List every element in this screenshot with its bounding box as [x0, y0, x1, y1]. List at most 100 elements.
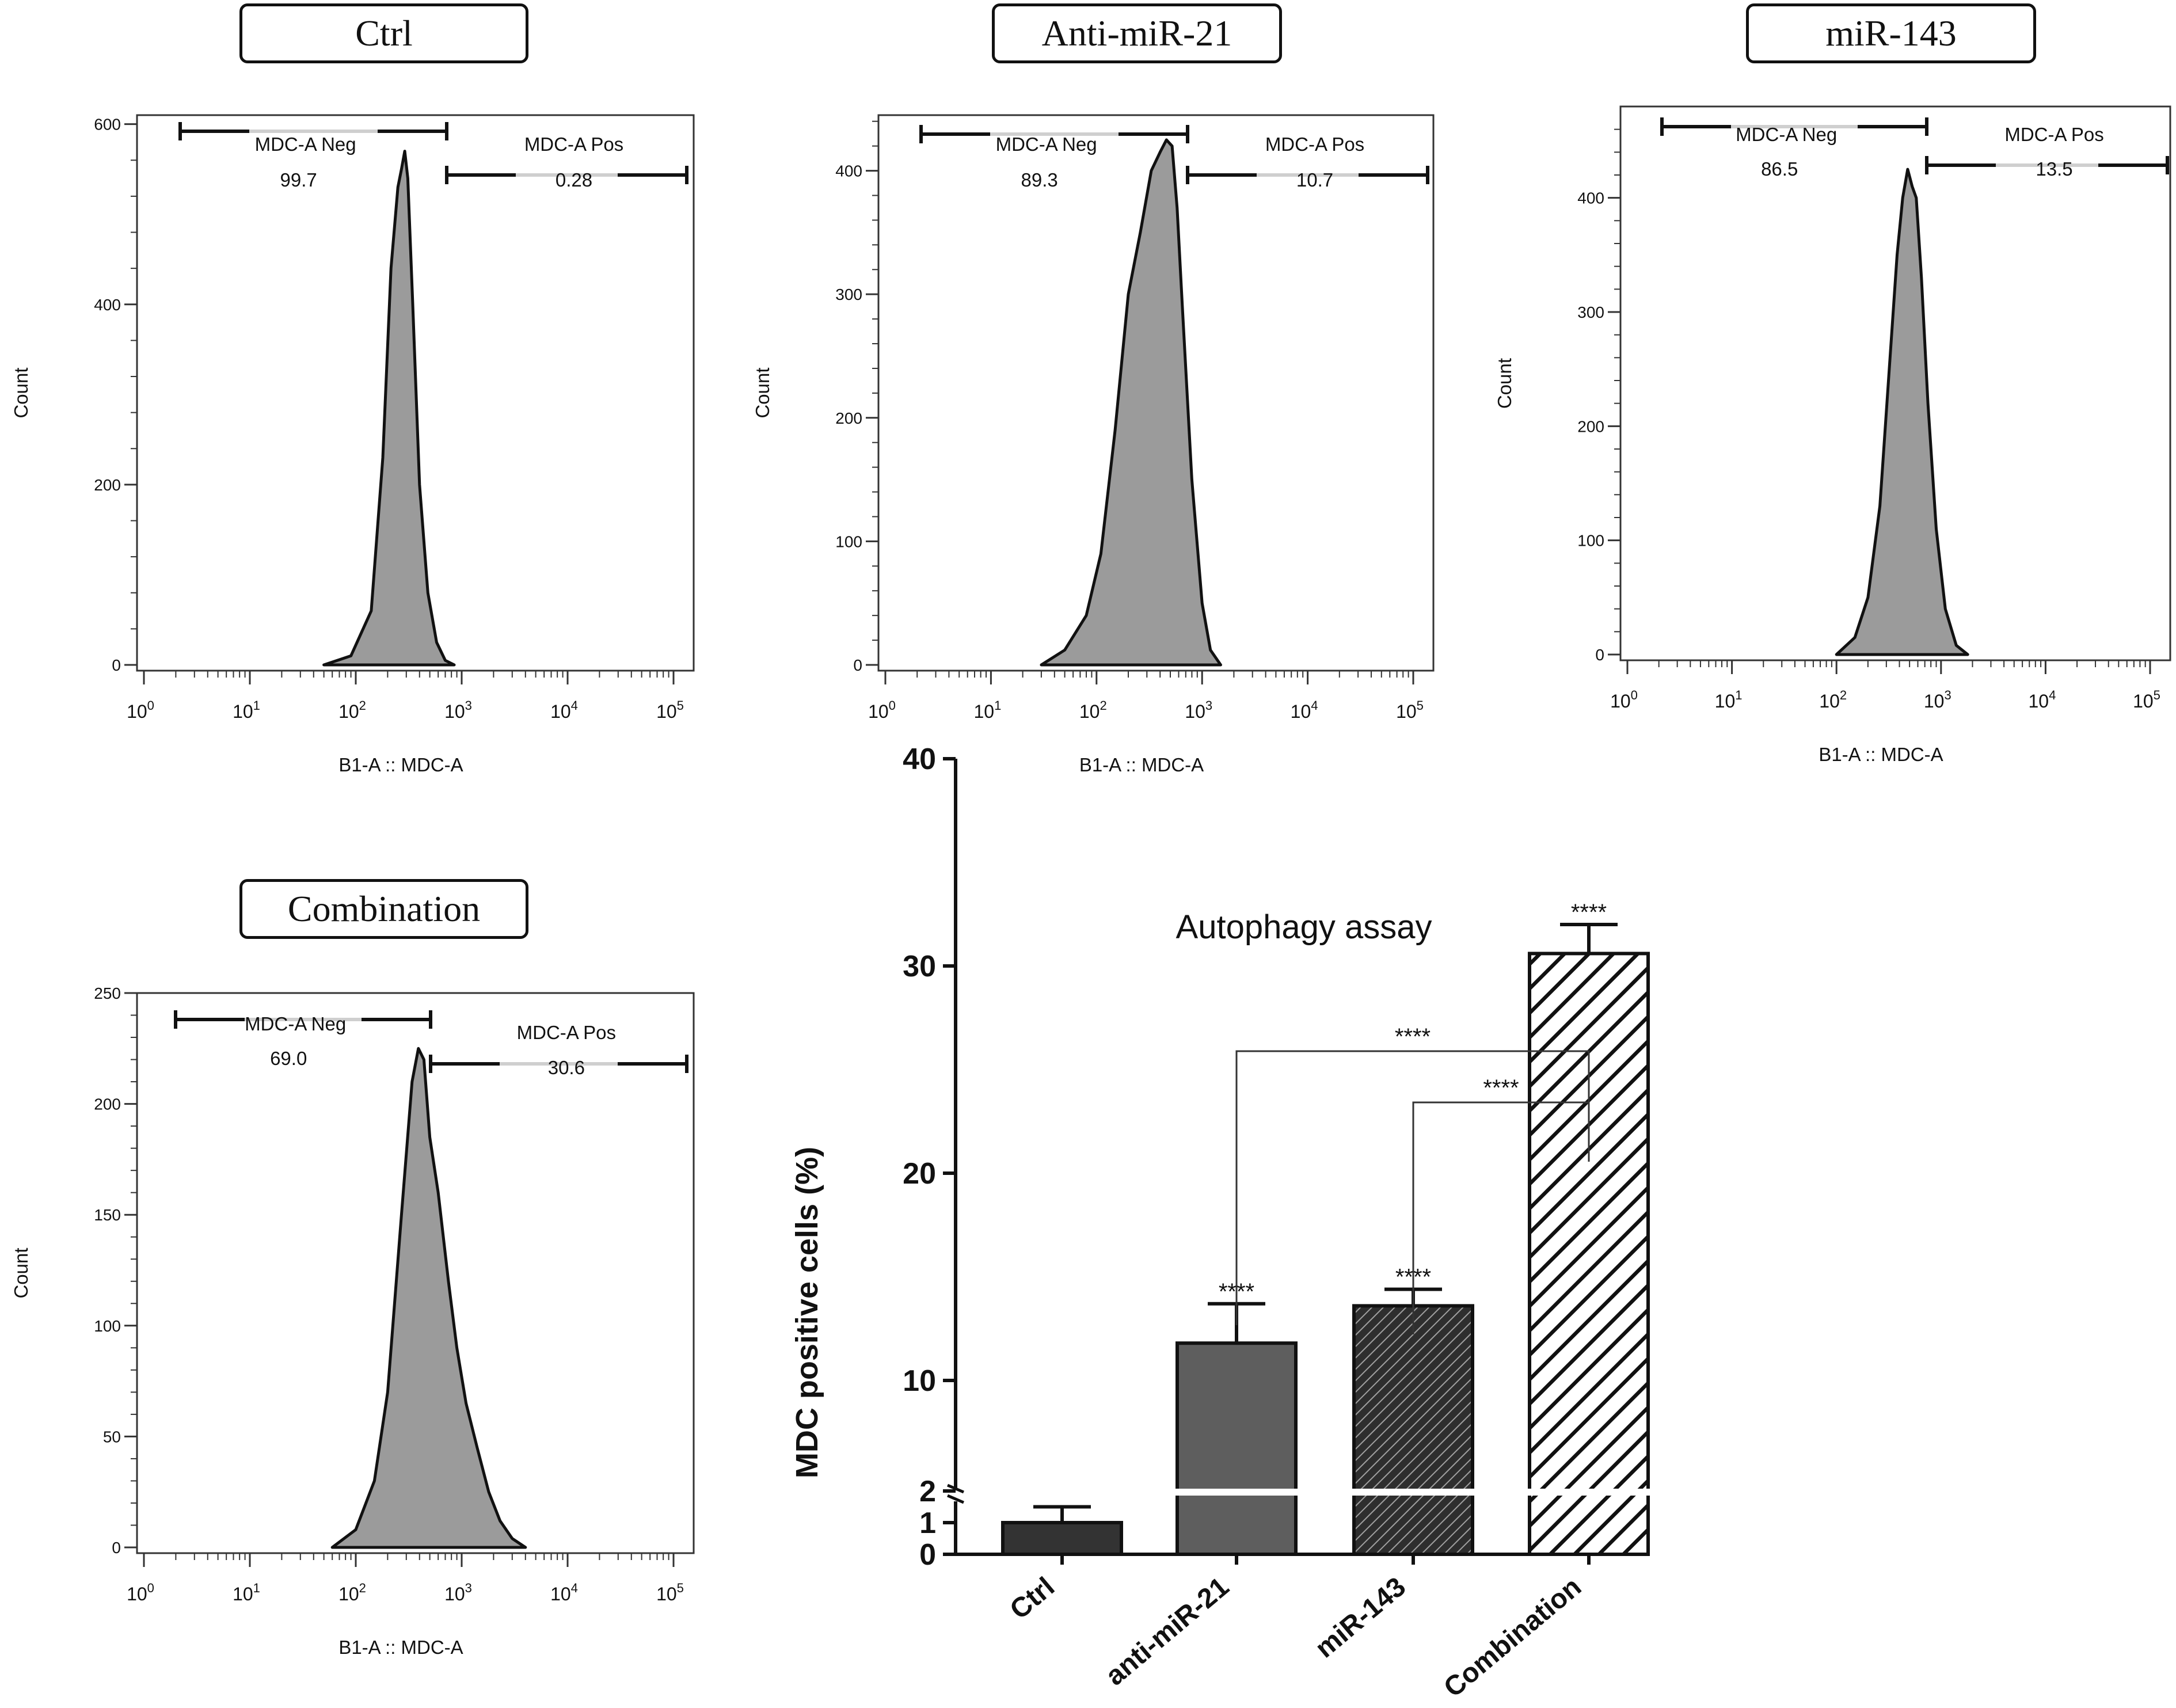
x-tick-label: 101 — [233, 1581, 260, 1604]
x-axis-label: B1-A :: MDC-A — [1819, 744, 1943, 765]
comparison-label: **** — [1483, 1075, 1519, 1101]
x-tick-label: 105 — [2133, 688, 2160, 712]
gate-label: MDC-A Neg — [255, 134, 356, 155]
plot-frame — [136, 992, 695, 1554]
plot-frame — [136, 114, 695, 672]
histogram-distribution — [330, 1047, 527, 1549]
gate-value: 99.7 — [280, 169, 317, 191]
gate-label: MDC-A Pos — [1265, 134, 1364, 155]
x-tick-label: 101 — [1715, 688, 1743, 712]
y-axis-label: Count — [10, 1247, 32, 1298]
y-tick-label: 400 — [94, 296, 121, 314]
y-tick-label: 40 — [903, 743, 936, 776]
histogram-distribution — [1040, 138, 1222, 667]
gate-label: MDC-A Neg — [1736, 124, 1837, 145]
x-tick-label: 104 — [550, 1581, 578, 1604]
y-axis-label: MDC positive cells (%) — [790, 1147, 824, 1478]
panel-title-ctrl: Ctrl — [239, 3, 528, 63]
y-tick-label: 50 — [103, 1428, 121, 1445]
bar-chart-panel: Autophagy assay 012 10 20 30 40 MDC positive c… — [790, 743, 1651, 1703]
gate-value: 10.7 — [1296, 169, 1333, 191]
histogram-distribution — [322, 150, 456, 667]
plot-frame — [1619, 105, 2171, 661]
y-tick-label: 200 — [94, 476, 121, 494]
x-tick-label: 104 — [1291, 698, 1318, 722]
x-tick-label: 103 — [444, 1581, 472, 1604]
y-tick-label: 250 — [94, 984, 121, 1002]
y-tick-label: 300 — [1577, 303, 1604, 321]
bar-anti-mir-21 — [1176, 1341, 1298, 1556]
comparison-label: **** — [1395, 1024, 1431, 1049]
y-axis-label: Count — [752, 367, 773, 418]
x-tick-label: miR-143 — [1310, 1572, 1412, 1664]
y-tick-label: 100 — [835, 532, 862, 550]
y-tick-label: 0 — [112, 656, 121, 674]
x-tick-label: 101 — [233, 698, 260, 722]
x-tick-label: Ctrl — [1005, 1572, 1060, 1626]
x-axis-label: B1-A :: MDC-A — [1079, 754, 1204, 775]
x-tick-label: 102 — [338, 1581, 366, 1604]
gate-label: MDC-A Pos — [2004, 124, 2103, 145]
y-tick-label: 0 — [919, 1538, 936, 1572]
axis-break-mark — [947, 1494, 964, 1504]
y-tick-label: 400 — [1577, 189, 1604, 207]
x-tick-label: 104 — [2028, 688, 2056, 712]
significance-label: **** — [1571, 900, 1607, 925]
x-tick-label: 105 — [656, 698, 684, 722]
gate-label: MDC-A Neg — [996, 134, 1097, 155]
x-tick-label: 100 — [1610, 688, 1638, 712]
y-tick-label: 200 — [94, 1095, 121, 1113]
y-axis-label: Count — [10, 367, 32, 418]
bar-ctrl — [1001, 1521, 1123, 1556]
y-tick-label: 100 — [94, 1317, 121, 1335]
y-tick-label: 0 — [853, 656, 862, 674]
y-tick-label: 300 — [835, 286, 862, 303]
x-tick-label: 102 — [1819, 688, 1847, 712]
histogram-distribution — [1835, 168, 1969, 656]
x-tick-label: 100 — [868, 698, 896, 722]
bar-break-gap — [1527, 1489, 1651, 1496]
gate-value: 86.5 — [1761, 158, 1798, 180]
x-tick-label: 105 — [1396, 698, 1424, 722]
gate-label: MDC-A Pos — [517, 1022, 616, 1043]
x-tick-label: 103 — [1924, 688, 1951, 712]
y-tick-label: 0 — [112, 1539, 121, 1557]
gate-value: 0.28 — [556, 169, 592, 191]
bar-chart-title: Autophagy assay — [1176, 908, 1432, 946]
x-tick-label: 102 — [1079, 698, 1107, 722]
x-axis-label: B1-A :: MDC-A — [338, 754, 463, 775]
y-tick-label: 200 — [1577, 417, 1604, 435]
x-tick-label: Combination — [1438, 1572, 1587, 1703]
y-tick-label: 20 — [903, 1157, 936, 1190]
y-tick-label: 10 — [903, 1364, 936, 1398]
gate-value: 30.6 — [548, 1057, 585, 1078]
x-tick-label: 103 — [1185, 698, 1212, 722]
bar-mir-143 — [1352, 1304, 1474, 1556]
gate-value: 69.0 — [270, 1048, 307, 1069]
gate-label: MDC-A Neg — [245, 1013, 346, 1034]
x-tick-label: 105 — [656, 1581, 684, 1604]
axis-break-mark — [947, 1483, 964, 1494]
y-tick-label: 2 — [919, 1475, 936, 1508]
x-tick-label: 100 — [127, 698, 154, 722]
x-tick-label: anti-miR-21 — [1100, 1572, 1235, 1692]
y-tick-label: 30 — [903, 950, 936, 983]
x-tick-label: 103 — [444, 698, 472, 722]
y-tick-label: 200 — [835, 409, 862, 427]
y-tick-label: 400 — [835, 162, 862, 180]
bar-break-gap — [1174, 1489, 1299, 1496]
gate-value: 13.5 — [2036, 158, 2072, 180]
x-tick-label: 101 — [973, 698, 1001, 722]
x-axis-label: B1-A :: MDC-A — [338, 1637, 463, 1658]
y-axis-label: Count — [1494, 358, 1515, 409]
panel-title-combination: Combination — [239, 879, 528, 939]
panel-title-anti-mir-21: Anti-miR-21 — [992, 3, 1282, 63]
y-tick-label: 600 — [94, 116, 121, 134]
x-tick-label: 100 — [127, 1581, 154, 1604]
x-tick-label: 104 — [550, 698, 578, 722]
gate-value: 89.3 — [1021, 169, 1057, 191]
